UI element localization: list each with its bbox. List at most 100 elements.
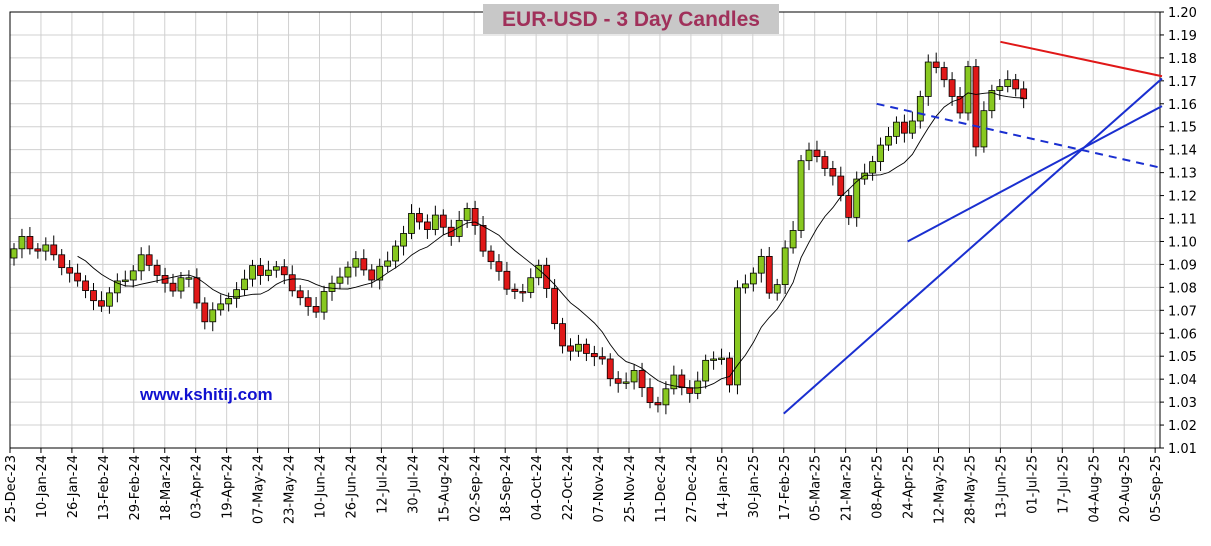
x-tick-label: 12-Jul-24 [375,455,390,514]
x-tick-label: 27-Dec-24 [685,455,700,523]
candle-up [42,244,50,252]
trendlines [783,40,1163,415]
candle-down [169,282,177,292]
candle-up [431,214,439,230]
candle-down [58,254,66,269]
y-tick-label: 1.02 [1168,419,1197,434]
candle-down [638,370,646,389]
candle-down [66,267,74,274]
x-tick-label: 15-Aug-24 [437,455,452,523]
x-tick-label: 10-Jan-24 [35,455,50,518]
x-tick-label: 19-Apr-24 [221,455,236,519]
x-tick-label: 05-Mar-25 [809,455,824,521]
candle-up [781,247,789,286]
x-tick-label: 29-Feb-24 [128,455,143,520]
candle-down [567,345,574,352]
candle-down [765,255,773,294]
candle-down [145,254,153,266]
y-tick-label: 1.10 [1168,235,1197,250]
y-tick-label: 1.19 [1168,29,1197,44]
candle-up [789,230,797,249]
y-tick-label: 1.11 [1168,213,1197,228]
candle-up [885,135,892,146]
candles [10,52,1028,415]
y-tick-label: 1.06 [1168,327,1197,342]
watermark: www.kshitij.com [139,385,273,404]
candle-down [901,121,908,134]
candle-up [352,258,360,268]
candle-up [869,161,876,174]
x-tick-label: 04-Oct-24 [530,455,545,520]
x-tick-label: 26-Jan-24 [66,455,81,518]
x-tick-label: 30-Jul-24 [406,455,421,514]
candle-up [861,172,869,180]
y-tick-label: 1.08 [1168,281,1197,296]
candle-up [670,374,678,390]
candle-up [805,149,813,162]
x-tick-label: 01-Jul-25 [1025,455,1040,514]
candle-down [193,277,201,304]
x-tick-label: 07-May-24 [252,455,267,524]
candle-up [177,277,185,292]
x-tick-label: 05-Sep-25 [1149,455,1164,522]
candle-down [368,269,376,281]
x-tick-label: 18-Mar-24 [159,455,174,521]
x-tick-label: 23-May-24 [283,455,298,524]
candle-down [82,280,89,291]
candle-down [503,270,511,290]
y-tick-label: 1.09 [1168,258,1197,273]
x-tick-label: 12-May-25 [933,455,948,524]
candle-up [742,283,749,289]
candle-up [217,303,225,311]
candle-up [18,236,26,250]
x-tick-label: 13-Jun-25 [994,455,1009,519]
candle-down [439,214,447,228]
candle-down [280,266,288,276]
x-tick-label: 02-Sep-24 [468,455,483,522]
x-tick-label: 25-Dec-23 [4,455,19,523]
candle-up [757,255,765,274]
candle-down [288,274,296,292]
candle-up [392,245,400,262]
candle-up [630,370,638,383]
x-tick-label: 26-Jun-24 [344,455,359,519]
candle-down [845,195,853,218]
candle-up [241,278,248,291]
candle-down [821,156,829,169]
candle-down [972,66,980,148]
candle-up [527,277,535,293]
title-box [483,4,779,34]
y-tick-label: 1.17 [1168,75,1197,90]
candle-down [479,225,487,252]
candle-up [10,248,18,259]
candle-down [1020,88,1028,100]
candle-down [34,248,42,252]
y-tick-label: 1.01 [1168,442,1197,457]
candle-up [400,233,407,247]
candle-up [209,309,217,323]
y-tick-label: 1.05 [1168,350,1197,365]
x-tick-label: 04-Aug-25 [1087,455,1102,523]
candle-up [137,254,145,272]
candle-down [511,288,519,292]
support-trendline [783,77,1163,415]
candle-down [837,175,845,196]
x-axis: 25-Dec-23 10-Jan-24 26-Jan-24 13-Feb-24 29-F… [4,448,1164,524]
x-tick-label: 25-Nov-24 [623,455,638,523]
candle-up [463,208,471,221]
candle-down [813,149,821,157]
candle-down [471,208,479,226]
candle-up [988,90,996,112]
candle-up [344,266,352,278]
candle-up [121,279,129,282]
channel-trendline [876,102,1163,170]
candle-down [26,236,34,250]
x-tick-label: 13-Feb-24 [97,455,112,520]
candle-up [853,178,861,218]
candle-up [749,272,757,285]
candle-down [360,258,368,271]
candle-up [893,121,900,137]
chart-title: EUR-USD - 3 Day Candles [502,8,760,31]
y-tick-label: 1.18 [1168,52,1197,67]
